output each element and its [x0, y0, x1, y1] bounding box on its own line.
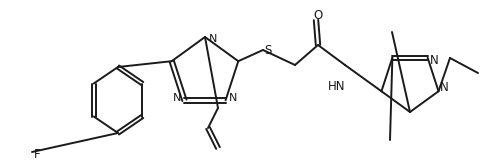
Text: N: N: [440, 81, 449, 94]
Text: N: N: [430, 54, 439, 67]
Text: HN: HN: [328, 80, 346, 92]
Text: N: N: [228, 93, 237, 103]
Text: F: F: [34, 148, 40, 161]
Text: N: N: [173, 93, 182, 103]
Text: N: N: [209, 34, 217, 44]
Text: S: S: [264, 43, 272, 56]
Text: O: O: [314, 8, 322, 22]
